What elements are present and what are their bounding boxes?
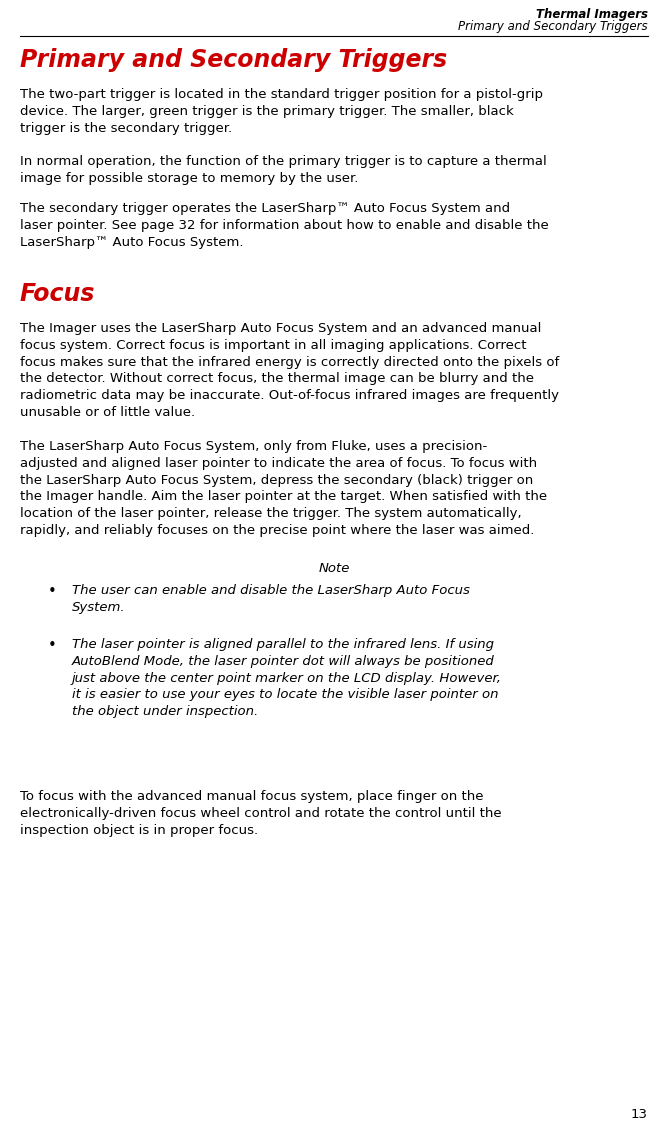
Text: The two-part trigger is located in the standard trigger position for a pistol-gr: The two-part trigger is located in the s… (20, 88, 543, 134)
Text: The user can enable and disable the LaserSharp Auto Focus
System.: The user can enable and disable the Lase… (72, 584, 470, 614)
Text: Primary and Secondary Triggers: Primary and Secondary Triggers (20, 49, 448, 72)
Text: Primary and Secondary Triggers: Primary and Secondary Triggers (458, 20, 648, 33)
Text: Focus: Focus (20, 282, 96, 306)
Text: The LaserSharp Auto Focus System, only from Fluke, uses a precision-
adjusted an: The LaserSharp Auto Focus System, only f… (20, 440, 547, 537)
Text: Thermal Imagers: Thermal Imagers (536, 8, 648, 21)
Text: The laser pointer is aligned parallel to the infrared lens. If using
AutoBlend M: The laser pointer is aligned parallel to… (72, 638, 502, 718)
Text: •: • (47, 584, 56, 599)
Text: •: • (47, 638, 56, 653)
Text: 13: 13 (631, 1108, 648, 1121)
Text: In normal operation, the function of the primary trigger is to capture a thermal: In normal operation, the function of the… (20, 155, 546, 185)
Text: The secondary trigger operates the LaserSharp™ Auto Focus System and
laser point: The secondary trigger operates the Laser… (20, 202, 548, 248)
Text: To focus with the advanced manual focus system, place finger on the
electronical: To focus with the advanced manual focus … (20, 790, 502, 837)
Text: The Imager uses the LaserSharp Auto Focus System and an advanced manual
focus sy: The Imager uses the LaserSharp Auto Focu… (20, 322, 559, 419)
Text: Note: Note (319, 562, 349, 575)
